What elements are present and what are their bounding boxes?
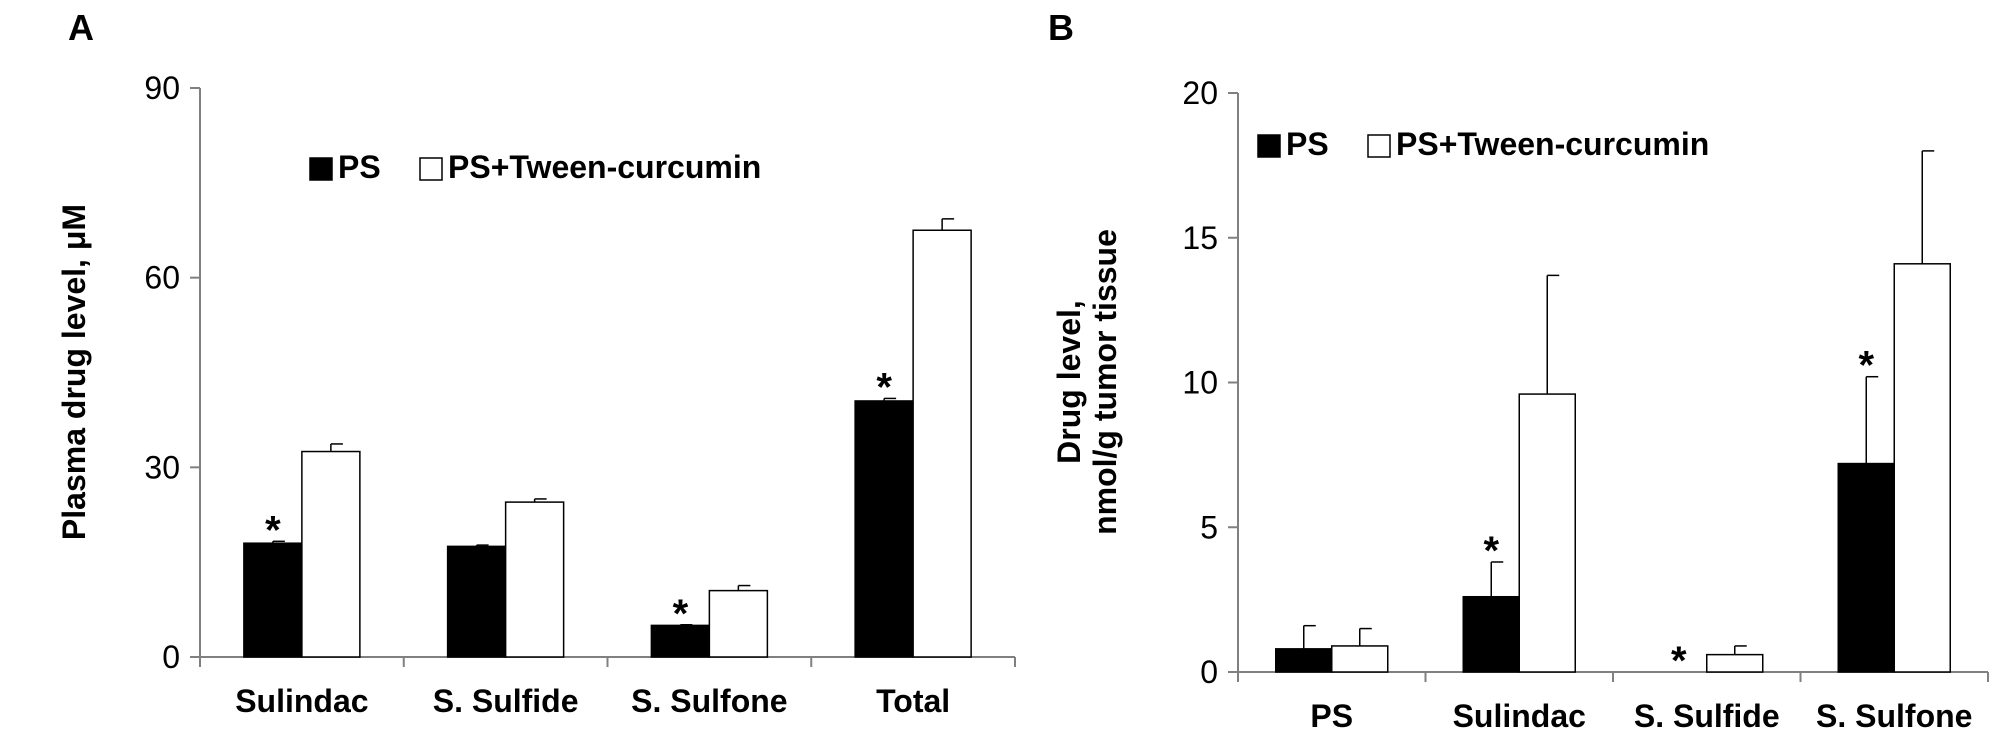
bar-ps-tween-curcumin-s-sulfone — [708, 589, 769, 658]
bar-ps-tween-curcumin-sulindac — [1518, 393, 1576, 673]
y-tick-label: 5 — [1200, 509, 1218, 545]
bar-ps-s-sulfone — [1837, 462, 1895, 673]
y-tick-label: 20 — [1182, 75, 1218, 111]
y-tick-label: 0 — [162, 639, 180, 675]
significance-star: * — [876, 365, 892, 409]
x-tick-label-s-sulfone: S. Sulfone — [1816, 698, 1972, 734]
legend-swatch-ps — [309, 157, 333, 181]
x-tick-label-s-sulfone: S. Sulfone — [631, 683, 787, 719]
x-tick-label-sulindac: Sulindac — [235, 683, 368, 719]
significance-star: * — [1858, 344, 1874, 388]
y-tick-label: 10 — [1182, 365, 1218, 401]
bar-ps-tween-curcumin-sulindac — [301, 450, 361, 658]
legend-swatch-ps-tween-curcumin — [419, 157, 443, 181]
significance-star: * — [1671, 639, 1687, 683]
panel-b-letter: B — [1048, 7, 1074, 48]
x-tick-label-s-sulfide: S. Sulfide — [1634, 698, 1780, 734]
x-tick-label-sulindac: Sulindac — [1453, 698, 1586, 734]
panel-b: 0 5 10 15 20 PS Sulindac S. Sulfide S. Sulfone * *… — [1051, 75, 1989, 734]
legend: PS PS+Tween-curcumin — [1257, 126, 1709, 162]
x-tick-label-total: Total — [876, 683, 950, 719]
bar-ps-s-sulfide — [446, 545, 507, 658]
bar-ps-sulindac — [1462, 595, 1520, 673]
bar-ps-tween-curcumin-ps — [1331, 645, 1389, 673]
legend-label-ps-tween-curcumin: PS+Tween-curcumin — [1396, 126, 1709, 162]
y-axis-title: Plasma drug level, μM — [56, 204, 92, 540]
bar-ps-tween-curcumin-s-sulfide — [1706, 653, 1764, 673]
significance-star: * — [673, 592, 689, 636]
bar-ps-tween-curcumin-s-sulfide — [504, 501, 565, 658]
y-tick-label: 90 — [144, 70, 180, 106]
y-tick-label: 15 — [1182, 220, 1218, 256]
legend-swatch-ps-tween-curcumin — [1367, 134, 1391, 158]
x-tick-label-ps: PS — [1310, 698, 1353, 734]
legend-label-ps: PS — [338, 149, 381, 185]
y-tick-label: 30 — [144, 449, 180, 485]
significance-star: * — [265, 508, 281, 552]
bar-ps-tween-curcumin-s-sulfone — [1893, 263, 1951, 673]
bar-ps-s-sulfone — [650, 624, 711, 658]
bar-ps-tween-curcumin-total — [912, 229, 972, 658]
y-tick-label: 60 — [144, 260, 180, 296]
panel-a-letter: A — [68, 7, 94, 48]
significance-star: * — [1483, 529, 1499, 573]
y-tick-label: 0 — [1200, 654, 1218, 690]
legend-label-ps: PS — [1286, 126, 1329, 162]
y-axis-title-line-1: Drug level, — [1051, 300, 1087, 464]
panel-a: 0 30 60 90 Sulindac S. Sulfide S. Sulfone Total… — [56, 70, 1016, 719]
bar-ps-ps — [1275, 648, 1333, 673]
bar-ps-sulindac — [243, 542, 303, 658]
legend: PS PS+Tween-curcumin — [309, 149, 761, 185]
legend-swatch-ps — [1257, 134, 1281, 158]
y-axis-title-line-2: nmol/g tumor tissue — [1087, 229, 1123, 535]
legend-label-ps-tween-curcumin: PS+Tween-curcumin — [448, 149, 761, 185]
bar-ps-total — [854, 400, 914, 658]
x-tick-label-s-sulfide: S. Sulfide — [433, 683, 579, 719]
